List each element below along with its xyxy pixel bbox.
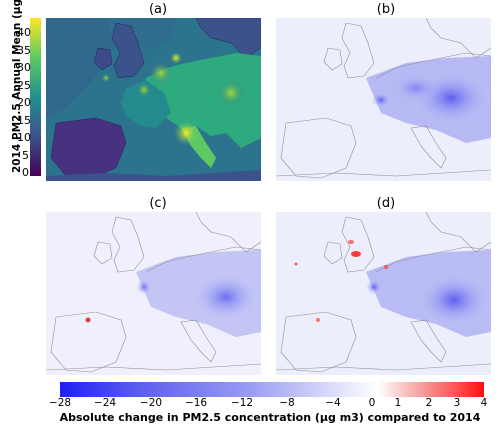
change-tick: 3 — [453, 397, 461, 409]
mean-tick: 10 — [17, 131, 31, 144]
mean-tick: 40 — [17, 26, 31, 39]
change-tick: −8 — [279, 397, 295, 409]
map-panel-a — [46, 18, 261, 181]
panel-label-a: (a) — [148, 2, 168, 17]
map-panel-d — [276, 212, 491, 375]
change-tick: −16 — [184, 397, 208, 409]
change-tick: −24 — [93, 397, 117, 409]
change-tick: −12 — [230, 397, 254, 409]
mean-tick: 5 — [22, 149, 29, 162]
change-tick: 2 — [425, 397, 433, 409]
mean-tick: 20 — [17, 96, 31, 109]
mean-colorbar — [30, 18, 41, 176]
mean-tick: 15 — [17, 114, 31, 127]
map-panel-b — [276, 18, 491, 181]
panel-label-c: (c) — [149, 196, 167, 211]
panel-label-b: (b) — [376, 2, 396, 17]
mean-tick: 30 — [17, 61, 31, 74]
change-tick: 4 — [480, 397, 488, 409]
mean-tick: 25 — [17, 79, 31, 92]
change-colorbar-label: Absolute change in PM2.5 concentration (… — [59, 411, 481, 424]
panel-label-d: (d) — [376, 196, 396, 211]
mean-tick: 35 — [17, 44, 31, 57]
change-tick: 0 — [368, 397, 376, 409]
change-tick: −4 — [325, 397, 341, 409]
change-tick: −20 — [139, 397, 163, 409]
change-tick: −28 — [48, 397, 72, 409]
map-panel-c — [46, 212, 261, 375]
change-tick: 1 — [394, 397, 402, 409]
change-colorbar — [60, 382, 484, 397]
mean-tick: 0 — [22, 166, 29, 179]
